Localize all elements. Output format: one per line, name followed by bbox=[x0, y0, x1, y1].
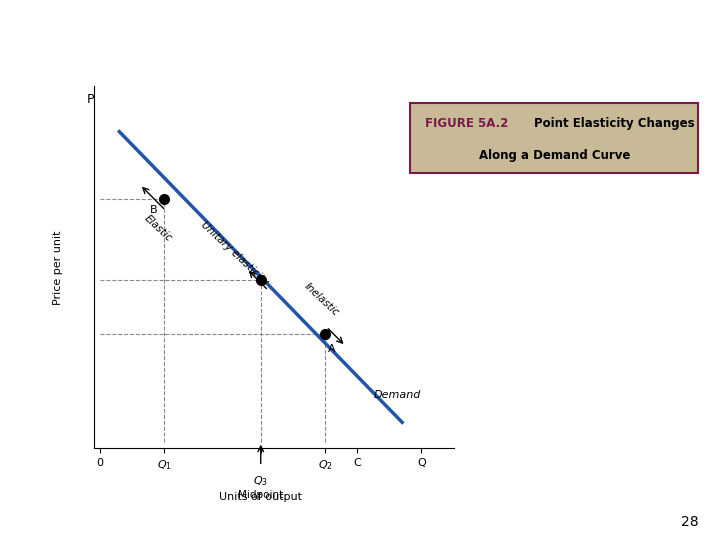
Text: Point Elasticity Changes: Point Elasticity Changes bbox=[534, 117, 695, 130]
Text: Price per unit: Price per unit bbox=[53, 230, 63, 305]
Text: Elastic: Elastic bbox=[142, 213, 174, 244]
Text: Inelastic: Inelastic bbox=[302, 281, 341, 318]
FancyBboxPatch shape bbox=[410, 103, 698, 173]
Text: Midpoint: Midpoint bbox=[238, 490, 284, 500]
Text: Demand: Demand bbox=[373, 390, 420, 400]
Text: 28: 28 bbox=[681, 515, 698, 529]
Text: FIGURE 5A.2: FIGURE 5A.2 bbox=[425, 117, 508, 130]
Text: P: P bbox=[86, 93, 94, 106]
Text: $Q_3$: $Q_3$ bbox=[253, 474, 269, 488]
Text: Along a Demand Curve: Along a Demand Curve bbox=[479, 148, 630, 162]
Text: A: A bbox=[328, 343, 336, 354]
Text: Appendix: Appendix bbox=[22, 21, 183, 50]
Text: B: B bbox=[150, 205, 158, 214]
Text: Unitary elasticity: Unitary elasticity bbox=[199, 219, 271, 287]
Text: Units of output: Units of output bbox=[220, 491, 302, 502]
